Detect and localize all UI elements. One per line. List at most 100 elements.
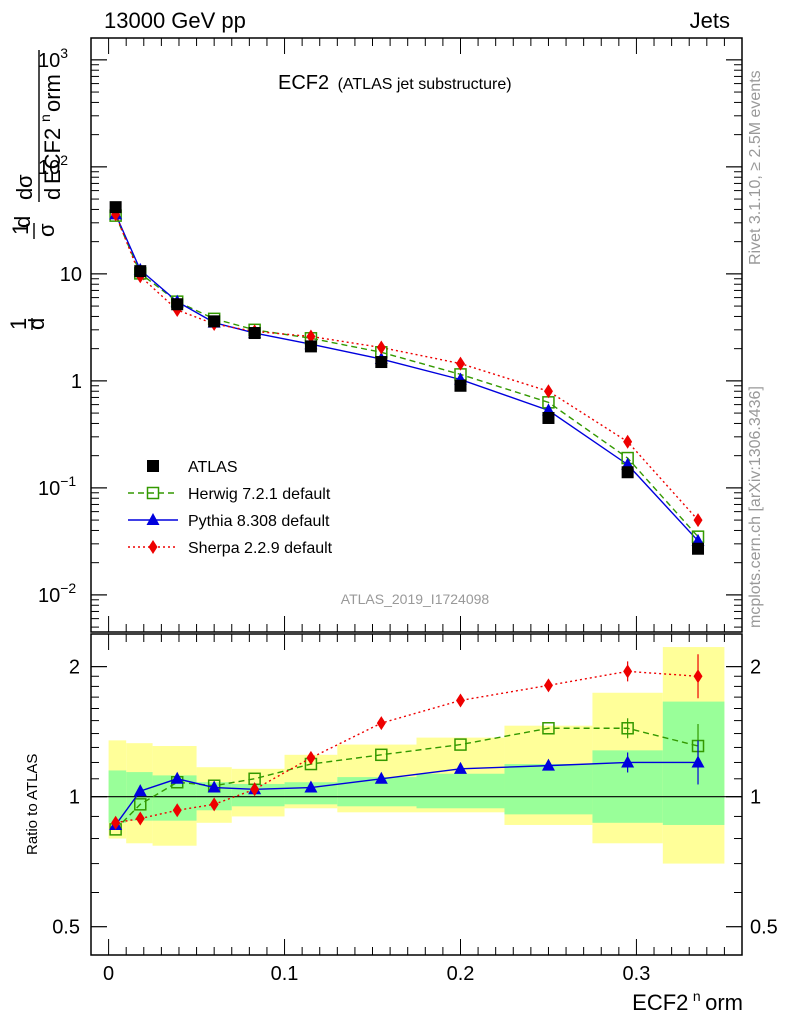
ylabel-frac-dsigma: d σ d ECF2 n orm: [12, 50, 65, 202]
legend-label: Pythia 8.308 default: [188, 513, 330, 530]
legend-label: ATLAS: [188, 459, 238, 476]
ratio-point-sherpa: [693, 669, 703, 684]
ratio-point-sherpa: [209, 797, 219, 812]
ratio-point-herwig: [621, 722, 634, 735]
ratio-point-pythia: [453, 761, 467, 774]
ratio-point-herwig: [134, 798, 147, 811]
x-tick-label: 0.2: [447, 963, 475, 985]
ratio-point-sherpa: [172, 803, 182, 818]
ylabel-d-num: d: [12, 188, 37, 200]
ratio-point-pythia: [207, 780, 221, 793]
ratio-point-pythia: [133, 784, 147, 797]
point-sherpa: [455, 356, 465, 371]
series-line-herwig: [114, 215, 699, 538]
point-atlas: [621, 466, 634, 479]
ratio-y-tick-label-right: 1: [750, 787, 761, 809]
point-sherpa: [693, 513, 703, 528]
analysis-watermark: ATLAS_2019_I1724098: [341, 591, 490, 607]
point-sherpa: [623, 434, 633, 449]
y-tick-label: 10−1: [38, 473, 76, 500]
x-tick-label: 0.1: [271, 963, 299, 985]
chart-title-main: ECF2: [278, 72, 329, 94]
xlabel-main: ECF2: [632, 990, 688, 1015]
ratio-point-pythia: [170, 771, 184, 784]
rivet-label: Rivet 3.1.10, ≥ 2.5M events: [747, 70, 764, 265]
top-frame: [90, 37, 743, 633]
y-tick-label: 102: [38, 152, 68, 179]
legend-marker: [147, 460, 159, 472]
ratio-point-pythia: [304, 780, 318, 793]
legend-marker: [146, 513, 160, 525]
ratio-point-sherpa: [623, 664, 633, 679]
point-atlas: [375, 356, 388, 369]
ratio-frame: [90, 633, 743, 956]
legend-marker: [148, 540, 158, 554]
point-atlas: [454, 379, 467, 392]
x-tick-label: 0: [103, 963, 114, 985]
point-atlas: [134, 265, 147, 278]
ratio-point-herwig: [542, 722, 555, 735]
ylabel-orm: orm: [40, 74, 65, 112]
ratio-y-tick-label: 0.5: [52, 917, 80, 939]
ylabel-d1: d: [24, 318, 49, 330]
ratio-point-herwig: [454, 738, 467, 751]
ratio-uncertainty-bands: [108, 647, 725, 864]
point-sherpa: [376, 340, 386, 355]
band-inner-bin: [231, 783, 285, 807]
ylabel-ecf: ECF2: [40, 128, 65, 184]
ratio-axis-label: Ratio to ATLAS: [24, 754, 41, 855]
header-right: Jets: [690, 8, 730, 33]
x-tick-label: 0.3: [623, 963, 651, 985]
ylabel-one: 1: [6, 318, 31, 330]
ratio-point-sherpa: [111, 815, 121, 830]
point-sherpa: [306, 329, 316, 344]
x-axis-label: ECF2 n orm: [632, 988, 743, 1015]
ylabel-one-top: 1: [8, 223, 33, 235]
point-sherpa: [543, 384, 553, 399]
legend-label: Sherpa 2.2.9 default: [188, 540, 333, 557]
ylabel-sigma-bot: σ: [34, 223, 59, 237]
ratio-point-sherpa: [543, 678, 553, 693]
ratio-point-pythia: [621, 755, 635, 768]
ylabel-sup: n: [37, 114, 53, 122]
y-tick-label: 10: [60, 264, 82, 286]
ratio-point-sherpa: [376, 716, 386, 731]
ratio-point-sherpa: [306, 750, 316, 765]
ratio-point-sherpa: [250, 782, 260, 797]
xlabel-rest: orm: [705, 990, 743, 1015]
point-atlas: [304, 340, 317, 353]
y-tick-label: 1: [71, 371, 82, 393]
ratio-plot: [91, 654, 742, 836]
legend-marker: [146, 486, 160, 500]
ratio-point-herwig: [375, 748, 388, 762]
band-inner-bin: [504, 764, 593, 815]
y-axis-label-main: d: [10, 216, 35, 228]
ylabel-sigma-num: σ: [12, 174, 37, 188]
point-atlas: [171, 298, 184, 311]
legend-label: Herwig 7.2.1 default: [188, 486, 331, 503]
ylabel-frac-one: 1 σ: [8, 223, 59, 239]
point-atlas: [542, 411, 555, 424]
y-tick-label: 10−2: [38, 580, 76, 607]
mcplots-label: mcplots.cern.ch [arXiv:1306.3436]: [747, 386, 764, 628]
legend: ATLAS Herwig 7.2.1 default Pythia 8.308 de…: [128, 459, 333, 557]
y-axis-label: d 1 σ: [6, 318, 49, 330]
band-inner-bin: [416, 773, 505, 809]
point-atlas: [692, 542, 705, 555]
point-atlas: [109, 201, 122, 214]
ratio-point-sherpa: [455, 693, 465, 708]
ratio-y-tick-label-right: 0.5: [750, 917, 778, 939]
ratio-point-pythia: [691, 755, 705, 768]
ratio-y-tick-label: 2: [69, 657, 80, 679]
chart-title: ECF2 (ATLAS jet substructure): [278, 72, 512, 94]
point-atlas: [208, 315, 221, 328]
band-inner-bin: [662, 701, 725, 825]
ratio-point-pythia: [374, 771, 388, 784]
ylabel-d-top: d: [10, 216, 35, 228]
y-tick-label: 103: [38, 45, 68, 72]
header-left: 13000 GeV pp: [104, 8, 246, 33]
ratio-line-sherpa: [115, 670, 699, 824]
main-plot: [109, 201, 705, 555]
